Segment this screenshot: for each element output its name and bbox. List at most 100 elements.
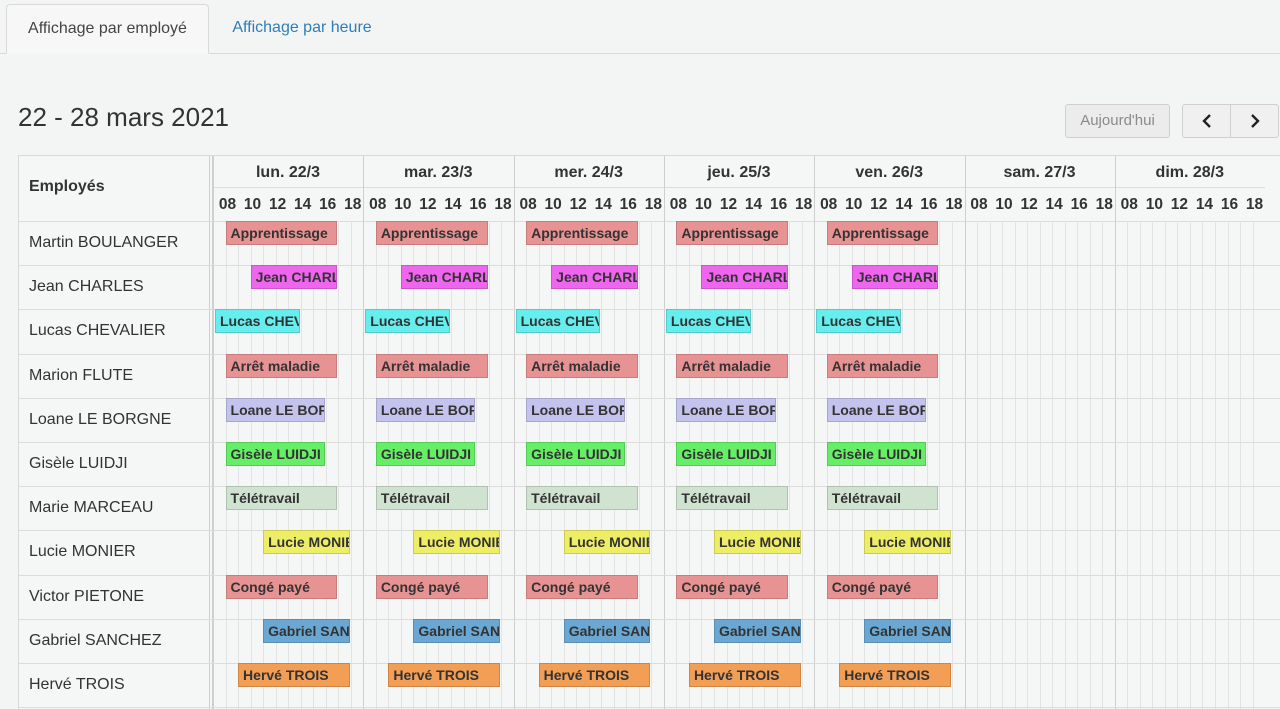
schedule-event[interactable]: Arrêt maladie: [826, 353, 939, 378]
next-week-button[interactable]: [1230, 104, 1279, 138]
schedule-event[interactable]: Lucas CHEVALIER: [515, 309, 601, 334]
today-button[interactable]: Aujourd'hui: [1065, 104, 1170, 138]
employees-column-header: Employés: [29, 178, 105, 195]
row-divider: [19, 309, 1280, 311]
schedule-event[interactable]: Apprentissage: [375, 221, 488, 245]
schedule-event[interactable]: Télétravail: [225, 486, 338, 511]
schedule-event[interactable]: Congé payé: [826, 574, 939, 599]
schedule-event[interactable]: Gabriel SANCHEZ: [563, 618, 651, 643]
employee-name: Martin BOULANGER: [29, 234, 179, 251]
schedule-event[interactable]: Télétravail: [676, 486, 789, 511]
schedule-event[interactable]: Loane LE BORGNE: [225, 397, 325, 422]
schedule-event[interactable]: Loane LE BORGNE: [526, 397, 626, 422]
schedule-event[interactable]: Hervé TROIS: [688, 663, 801, 687]
hour-gridline: [1139, 221, 1141, 709]
schedule-event[interactable]: Hervé TROIS: [839, 663, 951, 687]
schedule-event[interactable]: Loane LE BORGNE: [826, 397, 926, 422]
schedule-event[interactable]: Hervé TROIS: [238, 663, 350, 687]
schedule-event[interactable]: Jean CHARLES: [400, 265, 488, 290]
hour-label: 14: [1195, 196, 1214, 213]
schedule-event[interactable]: Gabriel SANCHEZ: [413, 618, 501, 643]
schedule-event[interactable]: Arrêt maladie: [225, 353, 338, 378]
schedule-event[interactable]: Gisèle LUIDJI: [375, 442, 475, 466]
schedule-event[interactable]: Lucas CHEVALIER: [215, 309, 300, 334]
row-divider: [19, 353, 1280, 355]
hour-gridline: [488, 221, 490, 709]
chevron-right-icon: [1250, 114, 1260, 128]
tab-by-hour[interactable]: Affichage par heure: [232, 19, 372, 36]
schedule-event[interactable]: Apprentissage: [826, 221, 939, 245]
schedule-event[interactable]: Lucas CHEVALIER: [365, 309, 450, 334]
tab-by-employee[interactable]: Affichage par employé: [6, 4, 209, 54]
employee-name: Gabriel SANCHEZ: [29, 631, 162, 649]
schedule-event[interactable]: Gabriel SANCHEZ: [864, 618, 951, 643]
hour-gridline: [1002, 221, 1004, 709]
hour-gridline: [651, 221, 653, 709]
schedule-event[interactable]: Jean CHARLES: [250, 265, 338, 290]
employee-name: Gisèle LUIDJI: [29, 455, 128, 472]
hour-label: 18: [1095, 196, 1113, 213]
hour-gridline: [801, 221, 803, 709]
schedule-event[interactable]: Congé payé: [225, 574, 338, 599]
schedule-event[interactable]: Lucie MONIER: [864, 530, 951, 555]
schedule-event[interactable]: Apprentissage: [225, 221, 338, 245]
schedule-event[interactable]: Lucie MONIER: [413, 530, 501, 555]
schedule-event[interactable]: Arrêt maladie: [676, 353, 789, 378]
hour-label: 10: [694, 196, 713, 213]
schedule-event[interactable]: Gisèle LUIDJI: [526, 442, 626, 466]
hour-gridline: [1164, 221, 1166, 709]
hour-label: 10: [845, 196, 863, 213]
hour-gridline: [338, 221, 340, 709]
employee-name: Marie MARCEAU: [29, 499, 154, 517]
schedule-event[interactable]: Congé payé: [676, 574, 789, 599]
hour-gridline: [926, 221, 928, 709]
hour-label: 18: [494, 196, 512, 213]
hour-label: 10: [544, 196, 562, 213]
schedule-event[interactable]: Lucie MONIER: [563, 530, 651, 555]
schedule-event[interactable]: Hervé TROIS: [388, 663, 501, 687]
schedule-event[interactable]: Apprentissage: [526, 221, 638, 245]
schedule-event[interactable]: Lucas CHEVALIER: [665, 309, 751, 334]
hour-label: 14: [444, 196, 462, 213]
schedule-event[interactable]: Gabriel SANCHEZ: [263, 618, 350, 643]
schedule-event[interactable]: Apprentissage: [676, 221, 789, 245]
schedule-event[interactable]: Lucie MONIER: [263, 530, 350, 555]
name-column-divider: [209, 156, 210, 709]
hour-label: 12: [1170, 196, 1189, 213]
hour-label: 10: [243, 196, 262, 213]
previous-week-button[interactable]: [1182, 104, 1231, 138]
schedule-event[interactable]: Arrêt maladie: [526, 353, 638, 378]
schedule-event[interactable]: Loane LE BORGNE: [676, 397, 776, 422]
hour-label: 14: [744, 196, 763, 213]
schedule-event[interactable]: Jean CHARLES: [851, 265, 939, 290]
employee-name: Victor PIETONE: [29, 587, 144, 605]
schedule-event[interactable]: Gisèle LUIDJI: [225, 442, 325, 466]
schedule-event[interactable]: Hervé TROIS: [538, 663, 651, 687]
schedule-event[interactable]: Télétravail: [826, 486, 939, 511]
schedule-event[interactable]: Télétravail: [526, 486, 638, 511]
schedule-event[interactable]: Gabriel SANCHEZ: [714, 618, 801, 643]
schedule-event[interactable]: Jean CHARLES: [701, 265, 789, 290]
day-divider: [663, 156, 665, 709]
hour-gridline: [1027, 221, 1029, 709]
hour-label: 18: [344, 196, 362, 213]
schedule-event[interactable]: Lucie MONIER: [714, 530, 801, 555]
schedule-event[interactable]: Gisèle LUIDJI: [826, 442, 926, 466]
employee-name: Marion FLUTE: [29, 366, 134, 384]
schedule-event[interactable]: Télétravail: [375, 486, 488, 511]
schedule-event[interactable]: Arrêt maladie: [375, 353, 488, 378]
row-divider: [19, 265, 1280, 267]
schedule-event[interactable]: Congé payé: [526, 574, 638, 599]
chevron-left-icon: [1201, 114, 1211, 128]
schedule-event[interactable]: Lucas CHEVALIER: [816, 309, 901, 334]
row-divider: [19, 442, 1280, 443]
hour-label: 08: [669, 196, 688, 213]
hour-label: 16: [769, 196, 788, 213]
schedule-event[interactable]: Congé payé: [375, 574, 488, 599]
schedule-event[interactable]: Jean CHARLES: [551, 265, 638, 290]
schedule-event[interactable]: Loane LE BORGNE: [375, 397, 475, 422]
hour-label: 14: [294, 196, 312, 213]
schedule-event[interactable]: Gisèle LUIDJI: [676, 442, 776, 466]
day-header: mer. 24/3: [554, 164, 623, 181]
hour-label: 16: [319, 196, 337, 213]
